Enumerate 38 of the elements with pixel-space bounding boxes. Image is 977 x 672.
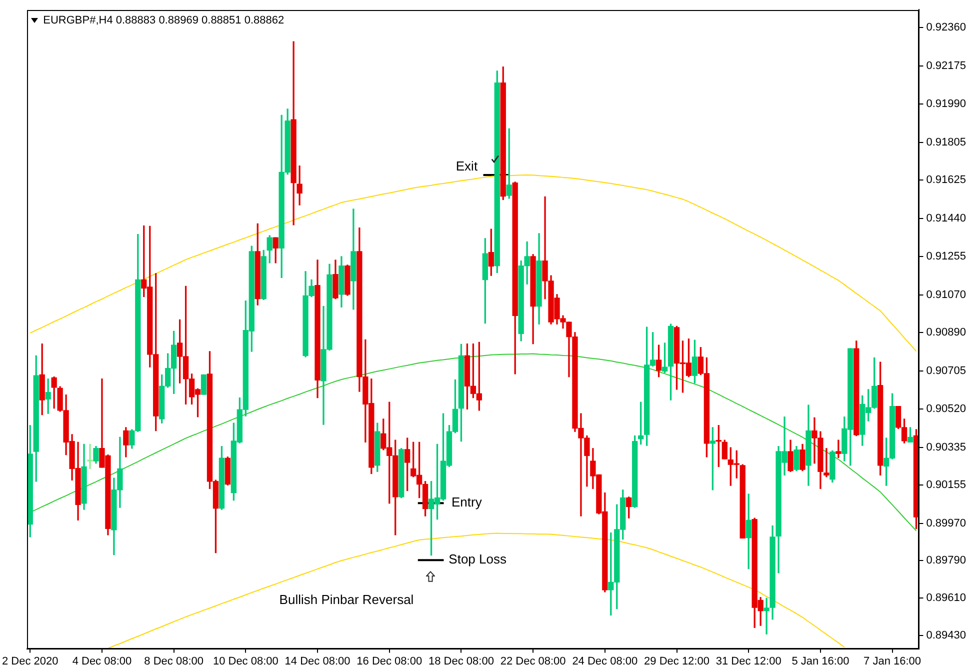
annotation: Bullish Pinbar Reversal: [279, 592, 414, 608]
y-tick-label: 0.90155: [926, 478, 966, 491]
x-tick-label: 10 Dec 08:00: [212, 655, 278, 668]
x-tick-label: 31 Dec 12:00: [716, 655, 782, 668]
annotation: Stop Loss: [448, 552, 507, 567]
x-tick-label: 14 Dec 08:00: [284, 655, 350, 668]
text: EURGBP#,H4 0.88883 0.88969 0.88851 0.88862: [43, 14, 284, 27]
x-tick-label: 5 Jan 16:00: [792, 655, 850, 668]
y-tick-label: 0.91625: [926, 174, 966, 186]
candlestick: [824, 448, 830, 478]
annotation: Exit: [456, 158, 478, 174]
y-tick-label: 0.89970: [926, 517, 966, 530]
x-tick-label: 4 Dec 08:00: [72, 655, 132, 668]
annotation: Entry: [452, 494, 482, 510]
y-tick-label: 0.90705: [926, 364, 966, 377]
y-tick-label: 0.90335: [926, 442, 966, 454]
y-tick-label: 0.91070: [926, 289, 966, 302]
candlestick: [296, 165, 302, 206]
x-tick-label: 8 Dec 08:00: [144, 655, 204, 668]
candlestick: [87, 444, 93, 470]
y-tick-label: 0.91805: [926, 136, 966, 149]
x-tick-label: 18 Dec 08:00: [428, 655, 494, 668]
y-tick-label: 0.91990: [926, 98, 966, 110]
y-tick-label: 0.91255: [926, 250, 966, 263]
x-tick-label: 22 Dec 08:00: [500, 655, 566, 668]
y-tick-label: 0.89790: [926, 554, 966, 567]
y-tick-label: 0.92175: [926, 60, 966, 72]
x-tick-label: 2 Dec 2020: [2, 655, 58, 668]
x-tick-label: 7 Jan 16:00: [864, 655, 922, 668]
y-tick-label: 0.89610: [926, 592, 966, 604]
y-tick-label: 0.90520: [926, 403, 966, 416]
y-tick-label: 0.91440: [926, 212, 966, 224]
x-tick-label: 24 Dec 08:00: [572, 655, 638, 668]
y-tick-label: 0.92360: [926, 21, 966, 34]
y-tick-label: 0.89430: [926, 629, 966, 642]
x-tick-label: 29 Dec 12:00: [644, 655, 710, 668]
y-tick-label: 0.90890: [926, 326, 966, 338]
x-tick-label: 16 Dec 08:00: [356, 655, 422, 668]
